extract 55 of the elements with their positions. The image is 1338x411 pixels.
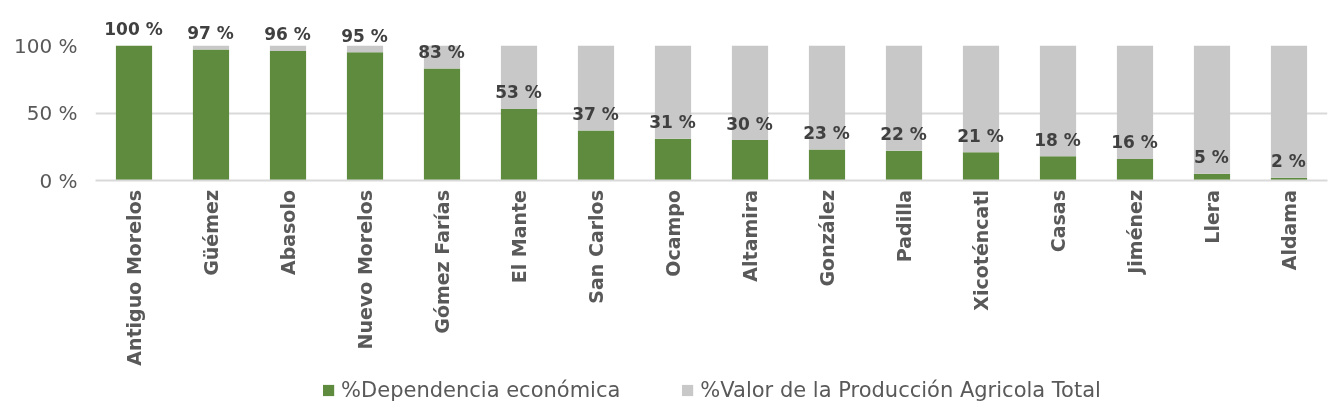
x-tick-label: Jiménez — [1123, 190, 1146, 274]
x-tick-label: Casas — [1046, 190, 1069, 253]
bar — [962, 152, 1000, 181]
y-tick-label: 0 % — [39, 168, 78, 193]
bar — [423, 68, 461, 181]
data-label: 31 % — [649, 112, 696, 133]
bar — [192, 45, 230, 50]
data-label: 53 % — [495, 82, 542, 103]
data-label: 16 % — [1111, 132, 1158, 153]
bar — [885, 150, 923, 181]
x-tick-label: San Carlos — [584, 190, 607, 304]
data-label: 23 % — [803, 122, 850, 143]
bar — [269, 50, 307, 181]
bar — [346, 52, 384, 181]
x-tick-label: Altamira — [738, 190, 761, 282]
bar — [1039, 156, 1077, 181]
x-tick-label: Padilla — [892, 190, 915, 263]
bar — [1193, 45, 1231, 174]
x-tick-label: Gómez Farías — [430, 190, 453, 334]
x-tick-label: Antiguo Morelos — [122, 190, 145, 366]
x-tick-label: Aldama — [1277, 190, 1300, 271]
data-label: 97 % — [187, 23, 234, 44]
x-tick-label: Llera — [1200, 190, 1223, 244]
data-label: 2 % — [1271, 151, 1306, 172]
bar — [192, 49, 230, 181]
bar — [577, 130, 615, 181]
data-label: 100 % — [104, 19, 163, 39]
bar — [115, 45, 153, 181]
x-tick-label: Ocampo — [661, 190, 684, 277]
data-label: 37 % — [572, 104, 619, 125]
x-tick-label: Güémez — [199, 190, 222, 276]
bar — [269, 45, 307, 51]
legend-label: %Valor de la Producción Agricola Total — [700, 378, 1101, 402]
data-label: 95 % — [341, 25, 388, 46]
y-tick-label: 50 % — [26, 101, 78, 125]
data-label: 18 % — [1034, 129, 1081, 150]
x-tick-label: González — [815, 190, 838, 287]
bar — [731, 140, 769, 181]
bar — [1116, 158, 1154, 181]
x-tick-label: El Mante — [507, 190, 530, 284]
legend-label: %Dependencia económica — [341, 378, 621, 402]
data-label: 30 % — [726, 113, 773, 134]
x-tick-label: Nuevo Morelos — [353, 190, 376, 350]
x-tick-label: Xicoténcatl — [969, 190, 992, 311]
data-label: 21 % — [957, 125, 1004, 146]
bar — [808, 149, 846, 181]
data-label: 83 % — [418, 41, 465, 62]
bar — [500, 108, 538, 181]
bar — [1270, 45, 1308, 178]
y-tick-label: 100 % — [13, 33, 78, 58]
data-label: 5 % — [1194, 147, 1229, 168]
x-tick-label: Abasolo — [276, 190, 299, 276]
data-label: 22 % — [880, 124, 927, 145]
bar — [654, 138, 692, 181]
data-label: 96 % — [264, 24, 311, 45]
